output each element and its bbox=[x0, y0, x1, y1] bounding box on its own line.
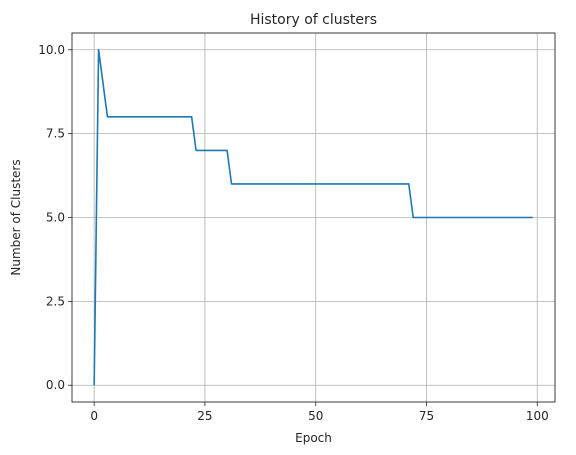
chart-title: History of clusters bbox=[250, 12, 377, 28]
series-layer bbox=[93, 48, 533, 386]
y-axis-label: Number of Clusters bbox=[9, 159, 23, 275]
x-tick-label: 100 bbox=[526, 409, 549, 423]
series-line bbox=[93, 48, 533, 386]
x-tick-label: 75 bbox=[419, 409, 434, 423]
y-tick-label: 5.0 bbox=[46, 211, 65, 225]
y-tick-label: 0.0 bbox=[46, 378, 65, 392]
x-tick-label: 25 bbox=[197, 409, 212, 423]
grid bbox=[72, 33, 555, 402]
axis-ticks: 0 25 50 75 100 0.0 2.5 5.0 7.5 10.0 bbox=[38, 43, 548, 423]
x-tick-label: 0 bbox=[90, 409, 98, 423]
y-tick-label: 10.0 bbox=[38, 43, 65, 57]
y-tick-label: 2.5 bbox=[46, 294, 65, 308]
y-tick-label: 7.5 bbox=[46, 127, 65, 141]
x-tick-label: 50 bbox=[308, 409, 323, 423]
x-axis-label: Epoch bbox=[295, 431, 332, 445]
